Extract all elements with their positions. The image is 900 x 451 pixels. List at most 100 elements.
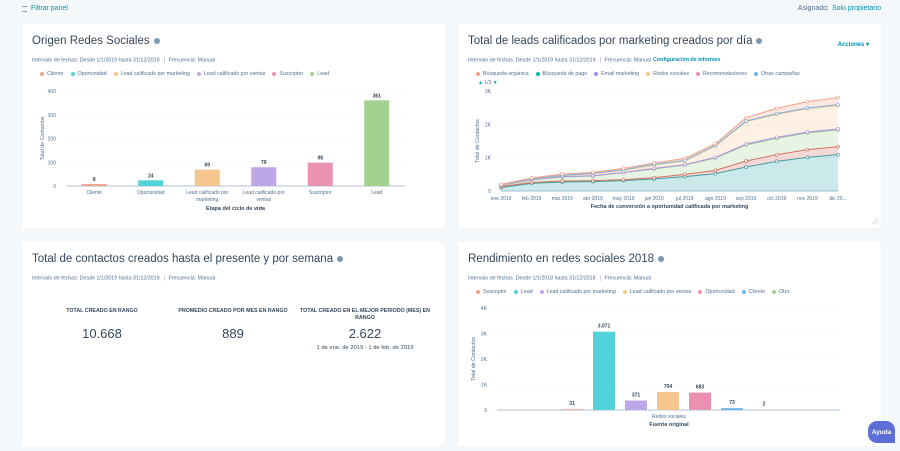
series-line — [500, 128, 839, 186]
data-point — [774, 152, 779, 157]
x-tick-label: Lead calificado por — [243, 190, 285, 196]
legend-item[interactable]: Lead calificado por marketing — [539, 289, 616, 295]
data-label: 2 — [763, 402, 766, 408]
data-point — [836, 144, 840, 149]
legend-label: Búsqueda de pago — [542, 71, 588, 77]
data-point — [621, 166, 626, 171]
bar — [364, 100, 390, 186]
report-title: Rendimiento en redes sociales 2018 — [468, 253, 655, 265]
y-tick-label: 1K — [481, 383, 488, 389]
legend-dot-icon — [539, 290, 544, 294]
legend-item[interactable]: Cliente — [741, 289, 765, 295]
legend-item[interactable]: Lead — [513, 289, 533, 295]
series-line — [500, 146, 839, 188]
x-tick-label: dic 20... — [829, 196, 847, 202]
legend-item[interactable]: Otras campañas — [753, 71, 800, 77]
bar — [81, 184, 107, 186]
y-tick-label: 4K — [481, 306, 488, 312]
legend-dot-icon — [698, 290, 703, 294]
y-tick-label: 0 — [484, 408, 487, 414]
legend-next-icon[interactable]: ▼ — [492, 80, 498, 86]
info-icon[interactable] — [153, 37, 160, 44]
data-point — [744, 115, 748, 120]
legend-item[interactable]: Suscriptor — [476, 289, 507, 295]
data-point — [713, 155, 718, 160]
data-label: 371 — [632, 393, 641, 399]
info-icon[interactable] — [756, 37, 763, 44]
legend-item[interactable]: Otro — [772, 289, 789, 295]
y-tick-label: 3K — [481, 332, 488, 338]
legend-dot-icon — [622, 290, 627, 294]
report-meta: Intervalo de fechas: Desde 1/1/2018 hast… — [468, 275, 652, 282]
data-label: 79 — [261, 160, 267, 166]
data-point — [621, 177, 626, 182]
legend-label: Otro — [779, 289, 790, 295]
legend-dot-icon — [646, 72, 651, 76]
legend-label: Cliente — [47, 71, 64, 77]
legend-item[interactable]: Recomendaciones — [696, 71, 747, 77]
x-tick-label: Suscriptor — [309, 190, 332, 196]
legend-label: Suscriptor — [483, 289, 507, 295]
legend-item[interactable]: Lead calificado por ventas — [622, 289, 691, 295]
actions-dropdown[interactable]: Acciones ▾ — [837, 42, 869, 48]
y-tick-label: 3K — [485, 89, 492, 95]
y-tick-label: 200 — [48, 137, 57, 143]
data-point — [805, 106, 810, 110]
data-label: 704 — [664, 384, 673, 390]
report-settings-link[interactable]: Configuración de informes — [653, 57, 721, 64]
filter-panel-button[interactable]: Filtrar panel — [22, 5, 68, 12]
y-tick-label: 1K — [485, 156, 492, 162]
legend-item[interactable]: Lead calificado por ventas — [196, 71, 265, 77]
x-tick-label: Cliente — [86, 190, 102, 196]
legend-item[interactable]: Oportunidad — [70, 71, 107, 77]
assigned-owner-link[interactable]: Solo propietario — [831, 5, 881, 12]
info-icon[interactable] — [658, 255, 665, 262]
legend-item[interactable]: Cliente — [40, 71, 64, 77]
bar — [593, 331, 615, 410]
data-point — [805, 147, 810, 152]
legend-dot-icon — [741, 290, 746, 294]
data-point — [774, 159, 779, 164]
legend-label: Redes sociales — [653, 71, 690, 77]
data-point — [713, 141, 718, 146]
dashboard-toolbar: Filtrar panel Asignado: Solo propietario — [0, 0, 900, 20]
data-label: 98 — [317, 156, 323, 162]
data-point — [682, 156, 687, 161]
x-tick-label: ventas — [256, 197, 271, 203]
legend-item[interactable]: Lead calificado por marketing — [113, 71, 190, 77]
y-tick-label: 0 — [53, 184, 56, 190]
legend-label: Oportunidad — [705, 289, 735, 295]
chart-legend: Búsqueda orgánica Búsqueda de pago Email m… — [476, 71, 800, 77]
x-tick-label: may 2019 — [613, 196, 635, 202]
legend-item[interactable]: Oportunidad — [698, 289, 735, 295]
legend-label: Oportunidad — [77, 71, 107, 77]
report-title: Origen Redes Sociales — [32, 35, 150, 47]
legend-item[interactable]: Búsqueda orgánica — [476, 71, 529, 77]
x-axis-label: Fuente original — [649, 422, 689, 428]
data-point — [774, 106, 779, 111]
help-button[interactable]: Ayuda — [868, 421, 895, 443]
data-point — [682, 172, 687, 177]
data-point — [836, 127, 840, 131]
legend-item[interactable]: Email marketing — [594, 71, 639, 77]
data-point — [805, 130, 810, 134]
legend-item[interactable]: Búsqueda de pago — [535, 71, 588, 77]
bar — [251, 167, 277, 186]
x-tick-label: ago 2019 — [705, 196, 726, 202]
x-tick-label: abr 2019 — [583, 196, 603, 202]
legend-item[interactable]: Redes sociales — [646, 71, 689, 77]
kpi-total: TOTAL CREADO EN RANGO 10.668 — [66, 308, 138, 341]
series-line — [500, 154, 839, 189]
x-tick-label: Redes sociales — [652, 414, 686, 420]
assigned-filter: Asignado: Solo propietario — [797, 5, 881, 12]
info-icon[interactable] — [337, 255, 344, 262]
legend-item[interactable]: Suscriptor — [272, 71, 303, 77]
bar — [194, 169, 220, 186]
legend-label: Email marketing — [601, 71, 640, 77]
series-line — [500, 104, 839, 186]
data-point — [836, 152, 840, 157]
legend-prev-icon[interactable]: ▲ — [478, 80, 483, 86]
bar-chart: 0 1K 2K 3K 4K Total de Contactos 31 3.071 371 704… — [471, 306, 840, 428]
legend-item[interactable]: Lead — [310, 71, 329, 77]
area-chart: 0 1K 2K 3K Total de Contactos ene 2019 feb 201… — [475, 89, 879, 225]
